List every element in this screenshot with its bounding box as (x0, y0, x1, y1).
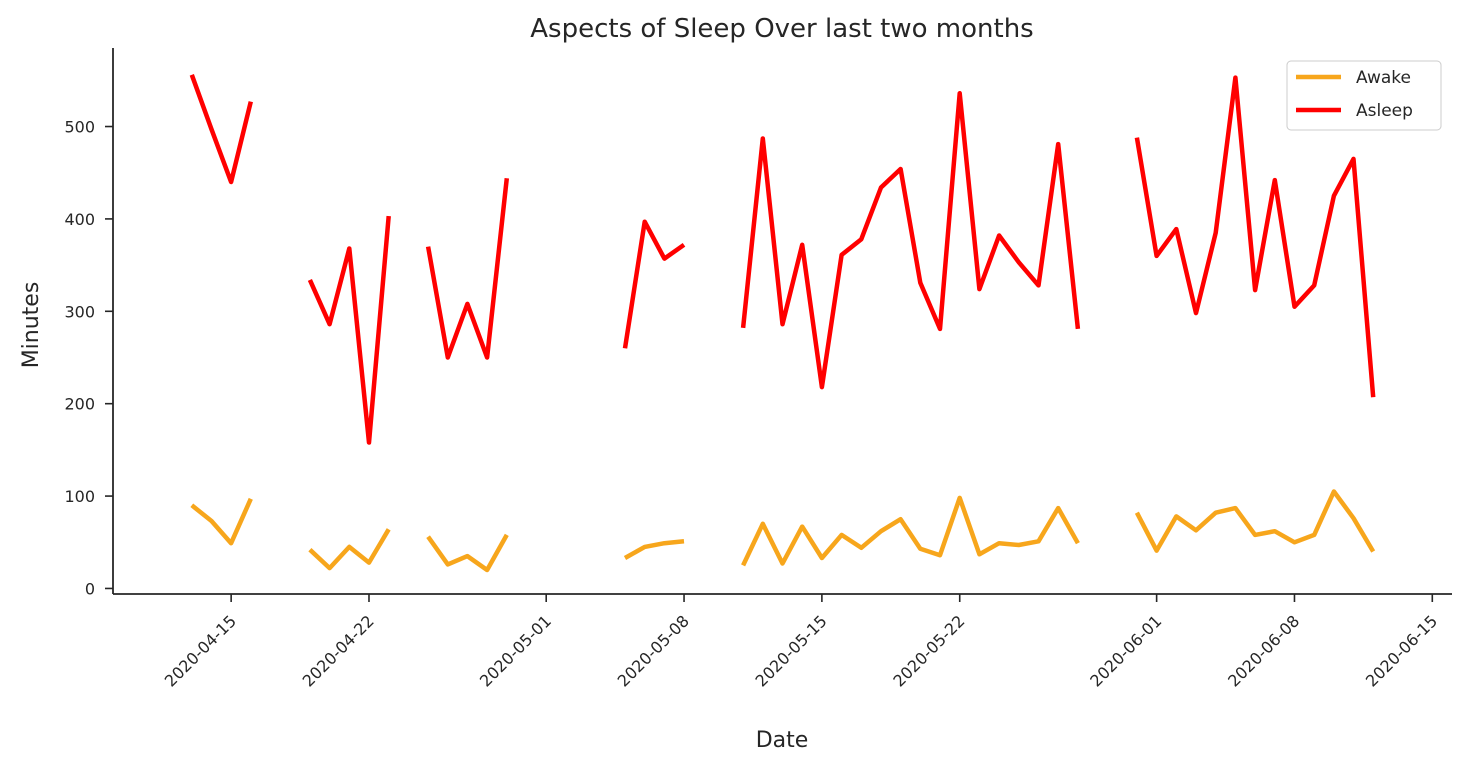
series-line-asleep (189, 74, 253, 185)
legend-label-awake: Awake (1356, 68, 1411, 88)
series-line-awake (623, 539, 685, 560)
x-axis-title: Date (756, 728, 809, 753)
series-line-awake (426, 533, 509, 573)
series-line-asleep (622, 219, 686, 349)
y-tick-label: 200 (64, 395, 95, 414)
x-tick-label: 2020-06-08 (1224, 611, 1303, 690)
series-line-awake (1134, 489, 1376, 553)
y-tick-label: 300 (64, 302, 95, 321)
x-tick-label: 2020-04-22 (299, 611, 378, 690)
series-line-asleep (740, 91, 1081, 390)
legend-label-asleep: Asleep (1356, 101, 1413, 121)
y-tick-label: 500 (64, 118, 95, 137)
x-tick-label: 2020-05-15 (752, 611, 831, 690)
x-tick-label: 2020-06-15 (1362, 611, 1441, 690)
legend: Awake Asleep (1286, 60, 1442, 131)
x-tick-label: 2020-04-15 (161, 611, 240, 690)
y-tick-label: 400 (64, 210, 95, 229)
chart-title: Aspects of Sleep Over last two months (530, 14, 1033, 44)
series-line-asleep (425, 178, 510, 360)
x-axis-ticks: 2020-04-15 2020-04-22 2020-05-01 2020-05-08… (161, 594, 1441, 691)
x-tick-label: 2020-05-01 (476, 611, 555, 690)
series-asleep (189, 74, 1376, 445)
x-tick-label: 2020-05-22 (889, 611, 968, 690)
y-tick-label: 0 (85, 579, 95, 598)
y-axis-title: Minutes (19, 282, 44, 369)
y-tick-label: 100 (64, 487, 95, 506)
series-line-awake (190, 497, 253, 546)
series-awake (190, 489, 1376, 573)
x-tick-label: 2020-05-08 (614, 611, 693, 690)
x-tick-label: 2020-06-01 (1086, 611, 1165, 690)
series-line-awake (741, 495, 1080, 567)
y-axis-ticks: 0 100 200 300 400 500 (64, 118, 113, 598)
series-line-asleep (307, 215, 391, 445)
series-line-asleep (1134, 75, 1376, 398)
axes (112, 48, 1452, 595)
plot-area (189, 74, 1376, 573)
series-line-awake (308, 528, 391, 571)
